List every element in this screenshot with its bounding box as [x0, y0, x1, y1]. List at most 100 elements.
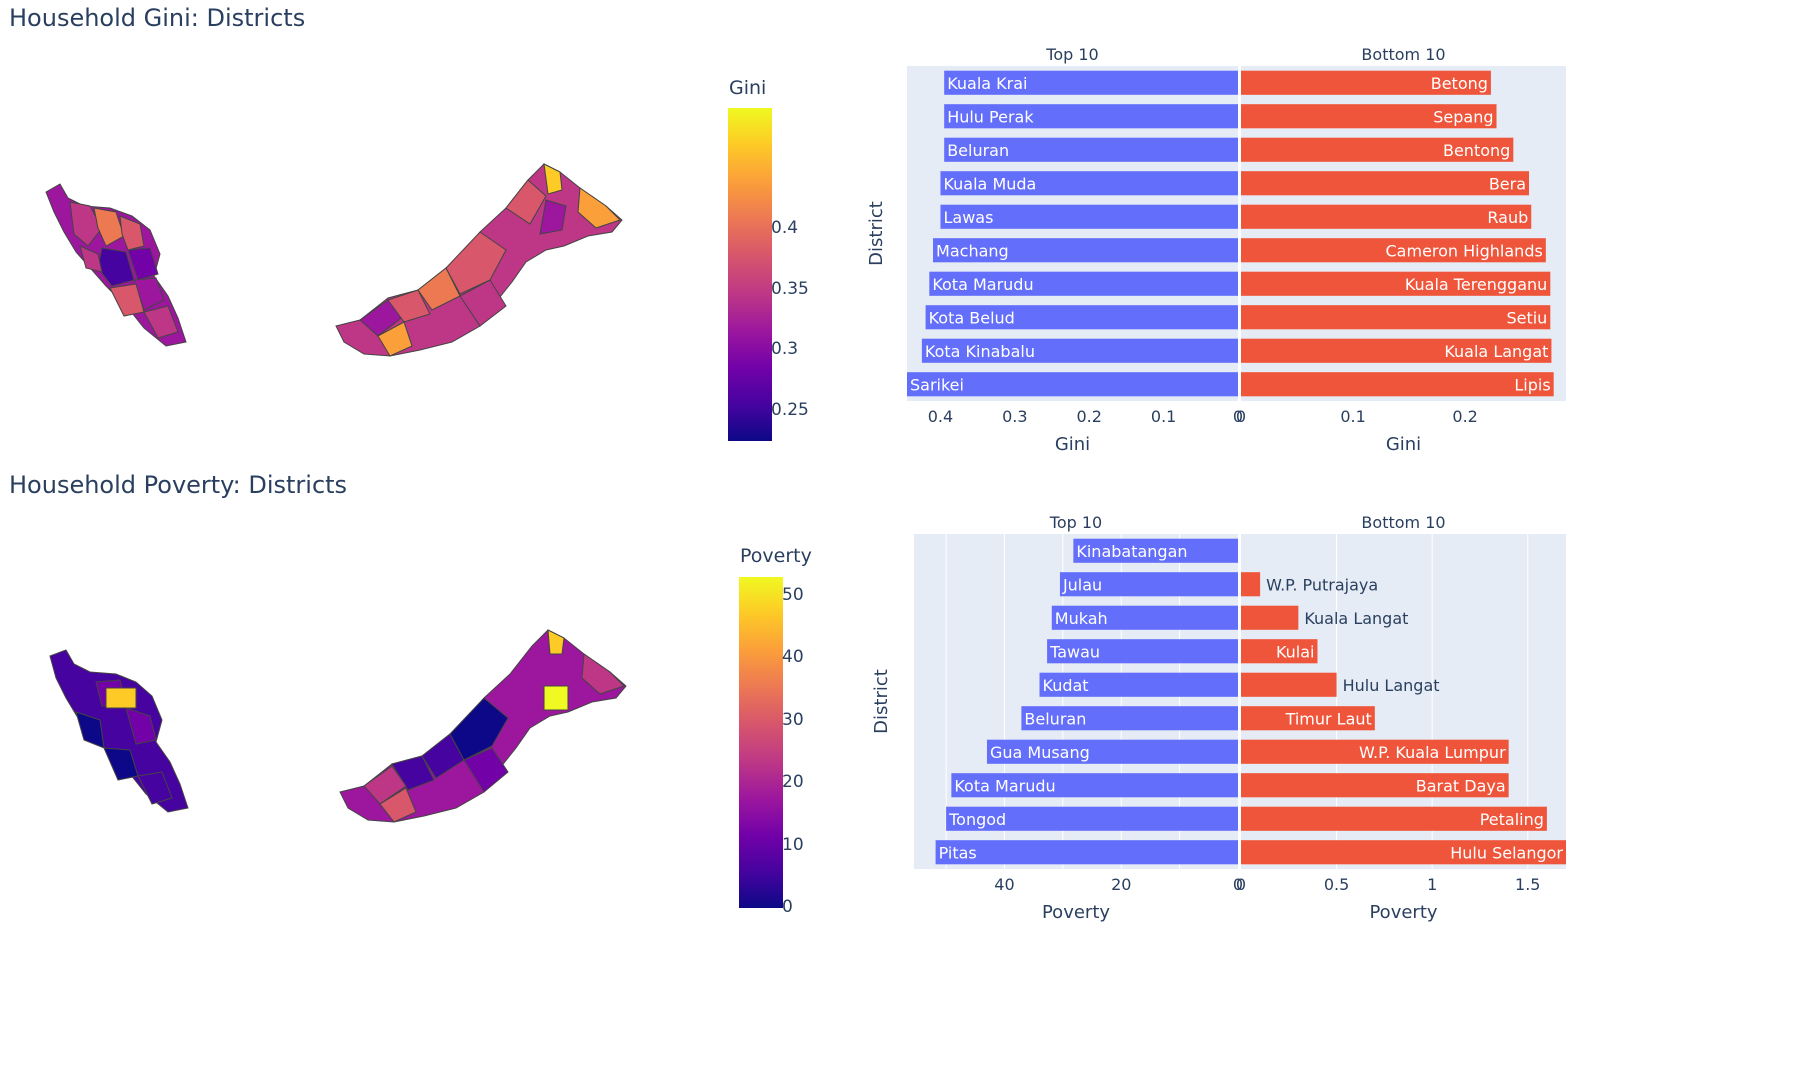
poverty-top10-bar[interactable]: [946, 806, 1238, 831]
poverty-top10-x-tick-label: 40: [994, 875, 1014, 894]
gini-top10-bar[interactable]: [940, 171, 1238, 196]
gini-bottom10-bar-label: Kuala Langat: [1444, 342, 1548, 361]
poverty-bottom10-bar-label: W.P. Kuala Lumpur: [1359, 743, 1506, 762]
gini-top10-bar-label: Hulu Perak: [947, 107, 1034, 126]
poverty-top10-x-axis-title: Poverty: [1042, 902, 1110, 923]
poverty-top10-bar[interactable]: [1039, 672, 1238, 697]
gini-top10-x-tick-label: 0.3: [1002, 407, 1027, 426]
poverty-top10-bar[interactable]: [1047, 639, 1238, 664]
gini-top10-bar[interactable]: [944, 104, 1238, 129]
poverty-bottom10-bar[interactable]: [1241, 773, 1509, 798]
poverty-section-title: Household Poverty: Districts: [9, 471, 348, 499]
gini-top10-bar[interactable]: [925, 305, 1238, 330]
poverty-colorbar-tick: 0: [782, 897, 793, 917]
gini-top10-x-tick-label: 0: [1233, 407, 1243, 426]
gini-bottom10-bar[interactable]: [1241, 238, 1546, 263]
poverty-top10-bar[interactable]: [951, 773, 1238, 798]
poverty-colorbar-tick: 30: [782, 709, 804, 730]
gini-top10-bar-label: Lawas: [943, 208, 993, 227]
gini-bottom10-bar[interactable]: [1241, 137, 1514, 162]
gini-bottom10-x-axis-title: Gini: [1386, 434, 1421, 455]
poverty-bottom10-x-tick-label: 0.5: [1324, 875, 1349, 894]
poverty-top10-bar-label: Beluran: [1024, 709, 1086, 728]
gini-bottom10-bar[interactable]: [1241, 104, 1497, 129]
poverty-colorbar-tick: 40: [782, 647, 804, 668]
gini-bottom10-bar-label: Bera: [1489, 174, 1526, 193]
poverty-bottom10-bar[interactable]: [1241, 639, 1318, 664]
poverty-bottom10-bar-label: Kuala Langat: [1304, 609, 1408, 628]
poverty-top10-bar[interactable]: [1021, 706, 1238, 731]
gini-top10-x-tick-label: 0.2: [1077, 407, 1102, 426]
poverty-choropleth-map[interactable]: [40, 620, 730, 880]
poverty-bottom10-x-tick-label: 0: [1236, 875, 1246, 894]
gini-top10-x-tick-label: 0.1: [1151, 407, 1176, 426]
poverty-top10-bar[interactable]: [1059, 572, 1238, 597]
poverty-colorbar-title: Poverty: [740, 545, 812, 567]
gini-top10-bar[interactable]: [940, 204, 1238, 229]
gini-bottom10-x-tick-label: 0.2: [1452, 407, 1477, 426]
poverty-colorbar-tick: 20: [782, 772, 804, 793]
poverty-top10-bar-label: Tongod: [948, 810, 1006, 829]
poverty-top10-subtitle: Top 10: [1049, 513, 1102, 532]
gini-bottom10-bar[interactable]: [1241, 204, 1532, 229]
gini-top10-bar[interactable]: [933, 238, 1238, 263]
gini-top10-bar[interactable]: [944, 70, 1238, 95]
gini-bottom10-bar[interactable]: [1241, 338, 1552, 363]
gini-map-peninsula: [45, 183, 187, 347]
gini-colorbar-tick: 0.4: [771, 218, 799, 239]
gini-bottom10-subtitle: Bottom 10: [1361, 45, 1445, 64]
gini-top10-x-tick-label: 0.4: [928, 407, 953, 426]
poverty-top10-bar[interactable]: [986, 739, 1238, 764]
poverty-bottom10-bar-label: Hulu Langat: [1343, 676, 1440, 695]
gini-bottom10-bar-label: Bentong: [1443, 141, 1510, 160]
gini-bottom10-bar[interactable]: [1241, 70, 1491, 95]
poverty-colorbar: [739, 577, 783, 908]
poverty-top10-bar[interactable]: [1051, 605, 1238, 630]
poverty-bottom10-bar[interactable]: [1241, 739, 1509, 764]
gini-bottom10-bar-label: Setiu: [1506, 308, 1547, 327]
poverty-top10-bar-label: Gua Musang: [990, 743, 1090, 762]
gini-colorbar-tick: 0.35: [771, 278, 809, 299]
gini-colorbar-tick: 0.3: [771, 339, 799, 360]
poverty-top10-bar-label: Mukah: [1055, 609, 1108, 628]
gini-bottom10-bar[interactable]: [1241, 271, 1551, 296]
poverty-top10-bar[interactable]: [935, 840, 1238, 865]
poverty-top10-bar[interactable]: [1073, 538, 1238, 563]
gini-map-borneo: [335, 163, 623, 357]
gini-bottom10-bar[interactable]: [1241, 372, 1554, 397]
gini-section-title: Household Gini: Districts: [9, 4, 306, 32]
gini-bottom10-x-tick-label: 0.1: [1340, 407, 1365, 426]
gini-top10-bar-label: Beluran: [947, 141, 1009, 160]
gini-top10-bar-label: Kuala Muda: [943, 174, 1036, 193]
gini-top10-bar[interactable]: [907, 372, 1238, 397]
poverty-colorbar-tick: 50: [782, 584, 804, 605]
gini-bottom10-bar[interactable]: [1241, 171, 1530, 196]
gini-bottom10-bar-label: Sepang: [1433, 107, 1493, 126]
poverty-bottom10-bar[interactable]: [1241, 706, 1375, 731]
gini-top10-bar[interactable]: [929, 271, 1238, 296]
gini-top10-bar-label: Kota Belud: [929, 308, 1015, 327]
gini-bottom10-bar[interactable]: [1241, 305, 1551, 330]
poverty-bottom10-subtitle: Bottom 10: [1361, 513, 1445, 532]
poverty-bottom10-bar[interactable]: [1241, 572, 1261, 597]
poverty-bottom10-bar[interactable]: [1241, 672, 1337, 697]
gini-choropleth-map[interactable]: [40, 150, 730, 410]
poverty-top10-bar-label: Julau: [1062, 575, 1102, 594]
poverty-bottom10-bar-label: Barat Daya: [1416, 776, 1506, 795]
poverty-bottom10-bar-label: Hulu Selangor: [1450, 843, 1563, 862]
poverty-top10-bar-label: Kota Marudu: [954, 776, 1055, 795]
gini-top10-bar[interactable]: [921, 338, 1238, 363]
gini-top10-bar[interactable]: [944, 137, 1238, 162]
gini-bottom10-x-tick-label: 0: [1236, 407, 1246, 426]
gini-bottom10-bar-label: Cameron Highlands: [1386, 241, 1543, 260]
poverty-bottom10-bar[interactable]: [1241, 840, 1566, 865]
poverty-bottom10-bar[interactable]: [1241, 806, 1547, 831]
gini-top10-bar-label: Kota Marudu: [932, 275, 1033, 294]
poverty-bottom10-bar[interactable]: [1241, 605, 1299, 630]
poverty-top10-bar-label: Kinabatangan: [1076, 542, 1187, 561]
gini-colorbar-title: Gini: [729, 77, 767, 99]
gini-top10-bar-label: Machang: [936, 241, 1009, 260]
gini-colorbar-tick: 0.25: [771, 399, 809, 420]
gini-bar-chart: Kuala Krai Hulu Perak Beluran Kuala Muda Law…: [866, 45, 1566, 455]
poverty-y-axis-title: District: [871, 669, 892, 734]
